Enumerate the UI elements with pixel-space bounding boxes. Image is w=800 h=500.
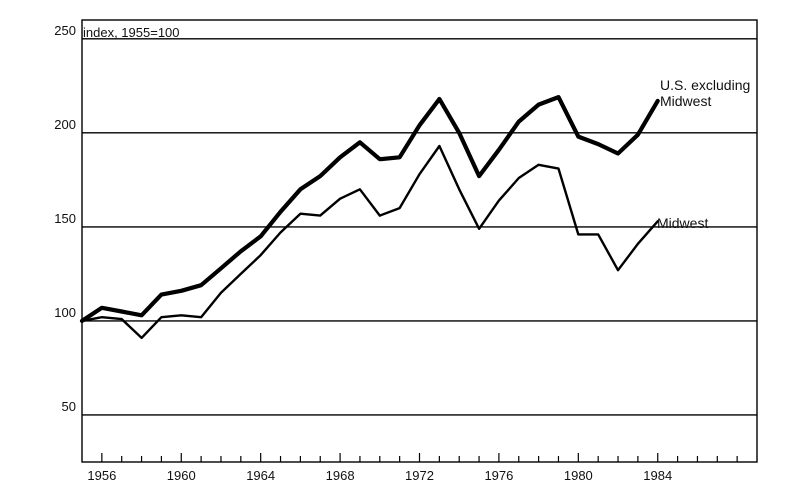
x-tick-label-1972: 1972	[405, 468, 434, 483]
series-lines	[79, 94, 660, 340]
y-tick-label-100: 100	[54, 305, 76, 320]
y-axis-label: index, 1955=100	[83, 25, 180, 40]
series-label-1-0: Midwest	[657, 215, 708, 231]
series-label-0-0: U.S. excluding	[660, 77, 750, 93]
series-label-0-1: Midwest	[660, 93, 711, 109]
series-line-1	[80, 144, 659, 340]
y-tick-label-200: 200	[54, 117, 76, 132]
plot-frame	[81, 19, 758, 463]
x-tick-label-1976: 1976	[484, 468, 513, 483]
x-tick-label-1980: 1980	[564, 468, 593, 483]
x-tick-label-1960: 1960	[167, 468, 196, 483]
x-tick-label-1964: 1964	[246, 468, 275, 483]
x-tick-label-1984: 1984	[643, 468, 672, 483]
series-line-0	[79, 94, 660, 323]
y-tick-label-250: 250	[54, 23, 76, 38]
y-tick-label-150: 150	[54, 211, 76, 226]
y-tick-label-50: 50	[62, 399, 76, 414]
labels: 50 100 150 200 250 index, 1955=100 1956 1960 196…	[54, 23, 750, 483]
gridlines	[82, 38, 757, 416]
axes	[81, 19, 758, 463]
x-tick-label-1968: 1968	[326, 468, 355, 483]
x-tick-label-1956: 1956	[87, 468, 116, 483]
